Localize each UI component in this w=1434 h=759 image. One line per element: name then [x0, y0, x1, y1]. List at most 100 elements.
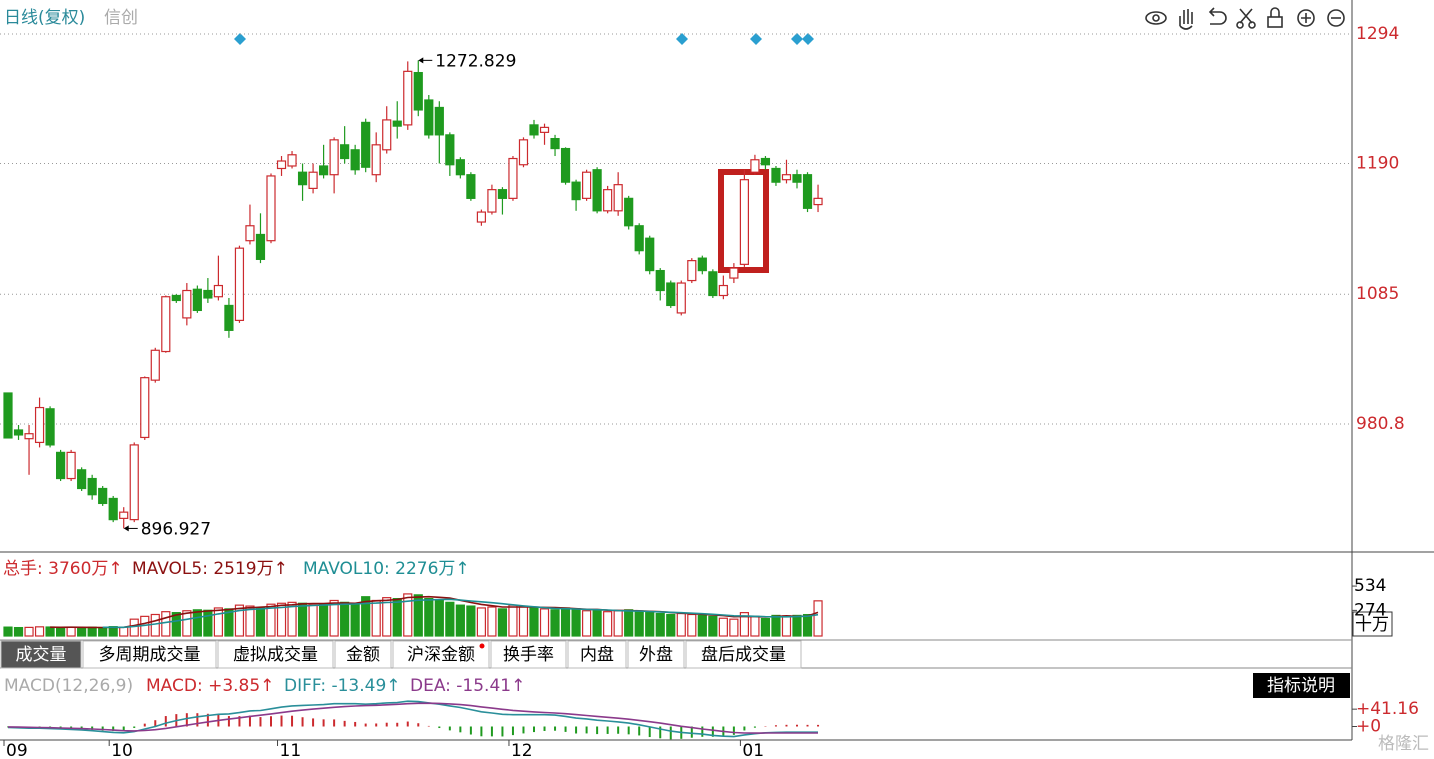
- scissors-icon[interactable]: [1236, 8, 1256, 29]
- candle-body: [424, 99, 434, 136]
- candle-body: [108, 497, 118, 521]
- volume-bar: [245, 605, 255, 637]
- macd-line: [7, 700, 818, 738]
- candle-body: [445, 134, 455, 166]
- volume-bar: [276, 602, 287, 637]
- indicator-tab[interactable]: 外盘: [627, 640, 685, 669]
- candle-body: [213, 284, 223, 298]
- hand-icon[interactable]: [1179, 9, 1193, 30]
- indicator-tab[interactable]: 虚拟成交量: [217, 640, 334, 669]
- volume-bar: [213, 607, 223, 637]
- zoom-in-icon[interactable]: [1297, 9, 1315, 27]
- candle-body: [739, 179, 750, 265]
- y-tick-label: 980.8: [1356, 414, 1405, 434]
- volume-bar: [371, 599, 381, 637]
- candle-body: [666, 282, 676, 307]
- legend-entry: MACD: +3.85↑: [146, 676, 274, 696]
- volume-bar: [350, 603, 360, 637]
- volume-bar: [655, 612, 665, 637]
- volume-bar: [781, 615, 792, 637]
- indicator-help-label[interactable]: 指标说明: [1267, 676, 1335, 696]
- indicator-tab[interactable]: 成交量: [0, 640, 82, 669]
- x-tick-label: 09: [6, 741, 28, 759]
- tab-label[interactable]: 成交量: [16, 645, 67, 665]
- lock-icon[interactable]: [1267, 7, 1283, 28]
- volume-bar: [571, 608, 581, 637]
- zoom-out-icon[interactable]: [1327, 9, 1345, 27]
- undo-icon[interactable]: [1208, 7, 1227, 25]
- volume-bar: [150, 613, 160, 637]
- candle-body: [466, 174, 476, 199]
- tab-label[interactable]: 沪深金额: [407, 645, 475, 665]
- candle-body: [518, 139, 529, 166]
- candle-body: [287, 154, 297, 167]
- tab-label[interactable]: 内盘: [580, 645, 614, 665]
- candle-body: [382, 119, 392, 151]
- candle-body: [697, 257, 707, 272]
- tab-background[interactable]: [82, 640, 217, 669]
- ma-line: [102, 598, 819, 629]
- volume-bar: [161, 611, 171, 637]
- indicator-tab[interactable]: 换手率: [490, 640, 567, 669]
- tab-background[interactable]: [0, 640, 82, 669]
- volume-bar: [77, 627, 87, 637]
- indicator-tab[interactable]: 沪深金额: [392, 640, 490, 669]
- event-markers: [234, 33, 814, 45]
- candle-body: [729, 267, 739, 279]
- tab-background[interactable]: [567, 640, 627, 669]
- annotation-arrow: [123, 525, 129, 532]
- volume-bar: [382, 597, 392, 637]
- candle-body: [655, 269, 665, 292]
- tab-label[interactable]: 虚拟成交量: [233, 645, 318, 665]
- volume-bar: [750, 615, 760, 637]
- tab-label[interactable]: 外盘: [639, 645, 673, 665]
- y-tick-label: 534: [1354, 576, 1386, 596]
- y-tick-label: +0: [1356, 717, 1381, 737]
- candle-body: [613, 184, 623, 212]
- volume-bar: [55, 626, 66, 637]
- tab-background[interactable]: [490, 640, 567, 669]
- volume-bar: [266, 603, 276, 637]
- candle-body: [45, 408, 55, 446]
- volume-bar: [392, 597, 402, 637]
- volume-bar: [455, 604, 465, 637]
- candle-body: [592, 169, 602, 212]
- tab-label[interactable]: 换手率: [503, 645, 554, 665]
- candle-body: [771, 167, 781, 183]
- candle-body: [676, 282, 686, 314]
- volume-bar: [613, 610, 623, 637]
- candle-body: [750, 159, 760, 173]
- tab-background[interactable]: [685, 640, 802, 669]
- volume-bar: [403, 593, 413, 637]
- indicator-help-button[interactable]: [1253, 673, 1350, 698]
- candle-body: [245, 225, 255, 242]
- volume-bar: [45, 626, 55, 637]
- indicator-tab[interactable]: 内盘: [567, 640, 627, 669]
- tab-background[interactable]: [334, 640, 392, 669]
- tab-label[interactable]: 金额: [346, 645, 380, 665]
- extreme-label: 896.927: [141, 519, 211, 539]
- chart-subtitle: 信创: [104, 8, 138, 28]
- volume-bar: [560, 607, 571, 637]
- volume-bar: [739, 612, 750, 637]
- volume-bar: [729, 618, 739, 637]
- indicator-tab[interactable]: 多周期成交量: [82, 640, 217, 669]
- indicator-tab[interactable]: 金额: [334, 640, 392, 669]
- volume-bar: [518, 605, 529, 637]
- tab-background[interactable]: [627, 640, 685, 669]
- indicator-tab[interactable]: 盘后成交量: [685, 640, 802, 669]
- candle-body: [371, 144, 381, 176]
- tab-label[interactable]: 多周期成交量: [99, 645, 201, 665]
- volume-bar: [203, 609, 213, 637]
- highlight-box: [718, 169, 769, 273]
- tab-background[interactable]: [217, 640, 334, 669]
- tab-background[interactable]: [392, 640, 490, 669]
- volume-bar: [297, 602, 308, 637]
- volume-bar: [529, 607, 539, 637]
- y-tick-label: 1085: [1356, 284, 1399, 304]
- eye-icon[interactable]: [1145, 11, 1167, 25]
- candle-body: [539, 126, 550, 133]
- tab-label[interactable]: 盘后成交量: [701, 645, 786, 665]
- volume-bar: [718, 617, 728, 637]
